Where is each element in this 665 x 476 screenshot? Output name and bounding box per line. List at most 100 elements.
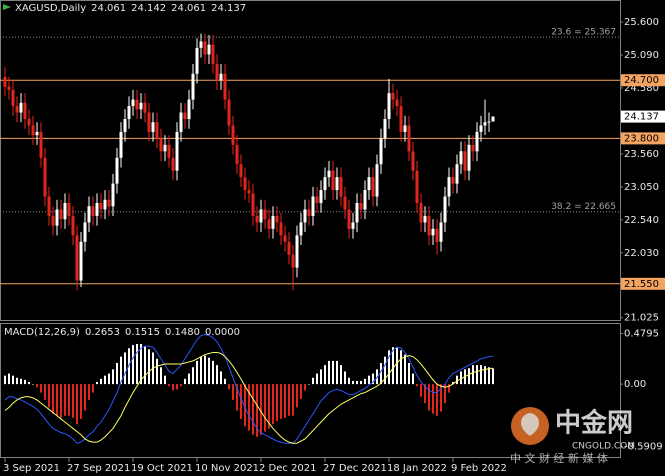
histogram-bar bbox=[208, 357, 210, 385]
histogram-bar bbox=[444, 384, 446, 404]
histogram-bar bbox=[424, 384, 426, 404]
candle-body bbox=[31, 125, 35, 136]
candle-body bbox=[75, 235, 79, 281]
histogram-bar bbox=[288, 384, 290, 416]
candle-body bbox=[63, 203, 67, 220]
candle-body bbox=[207, 44, 211, 55]
candle-body bbox=[35, 131, 39, 136]
candle-body bbox=[267, 219, 271, 229]
histogram-bar bbox=[44, 384, 46, 400]
candle-body bbox=[215, 64, 219, 81]
histogram-bar bbox=[380, 363, 382, 385]
candle-body bbox=[39, 131, 43, 158]
candle-body bbox=[463, 151, 467, 171]
histogram-bar bbox=[328, 360, 330, 385]
histogram-bar bbox=[440, 384, 442, 412]
histogram-bar bbox=[236, 384, 238, 411]
chart-header: XAGUSD,Daily 24.061 24.142 24.061 24.137 bbox=[15, 3, 246, 14]
candle-body bbox=[59, 209, 63, 220]
histogram-bar bbox=[300, 384, 302, 399]
histogram-bar bbox=[252, 384, 254, 435]
candle-body bbox=[307, 209, 311, 216]
candle-body bbox=[447, 177, 451, 197]
candle-body bbox=[451, 177, 455, 184]
candle-body bbox=[459, 151, 463, 165]
candle-body bbox=[323, 177, 327, 191]
candle-body bbox=[299, 222, 303, 236]
candle-body bbox=[203, 41, 207, 55]
histogram-bar bbox=[392, 347, 394, 385]
candle-body bbox=[99, 203, 103, 210]
histogram-bar bbox=[88, 384, 90, 400]
histogram-bar bbox=[316, 373, 318, 385]
chart-title: XAGUSD,Daily bbox=[15, 3, 86, 14]
candle-body bbox=[219, 73, 223, 81]
histogram-bar bbox=[488, 367, 490, 385]
histogram-bar bbox=[180, 384, 182, 387]
histogram-bar bbox=[228, 384, 230, 390]
y-tick-label: 25.600 bbox=[624, 17, 659, 28]
candle-body bbox=[199, 41, 203, 48]
candle-body bbox=[483, 122, 487, 126]
x-tick-label: 27 Dec 2021 bbox=[323, 463, 387, 474]
candle-body bbox=[163, 144, 167, 152]
histogram-bar bbox=[320, 369, 322, 385]
histogram-bar bbox=[304, 384, 306, 391]
candle-body bbox=[475, 131, 479, 152]
candle-body bbox=[399, 106, 403, 132]
histogram-bar bbox=[240, 384, 242, 419]
histogram-bar bbox=[448, 384, 450, 393]
histogram-bar bbox=[260, 384, 262, 435]
histogram-bar bbox=[8, 373, 10, 385]
histogram-bar bbox=[80, 384, 82, 419]
candle-body bbox=[83, 222, 87, 242]
level-label: 21.550 bbox=[624, 279, 659, 290]
histogram-bar bbox=[104, 375, 106, 385]
candle-body bbox=[255, 215, 259, 223]
histogram-bar bbox=[120, 356, 122, 385]
histogram-bar bbox=[192, 367, 194, 385]
candle-body bbox=[159, 138, 163, 152]
indicator-readout: 0.1515 bbox=[125, 327, 160, 338]
y-tick-label: 0.00 bbox=[624, 379, 646, 390]
histogram-bar bbox=[4, 375, 6, 385]
indicator-readout: 0.0000 bbox=[205, 327, 240, 338]
watermark-name: 中金网 bbox=[555, 408, 633, 439]
candle-body bbox=[119, 131, 123, 158]
watermark-tagline: 中 文 财 经 新 媒 体 bbox=[510, 451, 608, 465]
candle-body bbox=[247, 190, 251, 194]
histogram-bar bbox=[60, 384, 62, 418]
histogram-bar bbox=[368, 375, 370, 385]
candle-body bbox=[11, 89, 15, 107]
histogram-bar bbox=[400, 350, 402, 385]
histogram-bar bbox=[268, 384, 270, 429]
histogram-bar bbox=[416, 384, 418, 387]
histogram-bar bbox=[384, 356, 386, 385]
candle-body bbox=[291, 254, 295, 268]
candle-body bbox=[239, 164, 243, 178]
histogram-bar bbox=[460, 371, 462, 385]
x-tick-label: 3 Sep 2021 bbox=[3, 463, 60, 474]
y-tick-label: 22.540 bbox=[624, 215, 659, 226]
candle-body bbox=[287, 241, 291, 255]
candle-body bbox=[251, 193, 255, 216]
candle-body bbox=[55, 209, 59, 226]
histogram-bar bbox=[184, 378, 186, 385]
histogram-bar bbox=[32, 384, 34, 385]
histogram-bar bbox=[360, 380, 362, 385]
candle-body bbox=[235, 144, 239, 165]
candle-body bbox=[79, 241, 83, 281]
histogram-bar bbox=[124, 352, 126, 385]
macd-frame bbox=[0, 323, 621, 458]
candle-body bbox=[223, 73, 227, 100]
candle-body bbox=[123, 118, 127, 132]
histogram-bar bbox=[388, 350, 390, 385]
candle-body bbox=[455, 164, 459, 184]
candle-body bbox=[175, 131, 179, 171]
histogram-bar bbox=[224, 378, 226, 385]
symbol-icon bbox=[3, 4, 11, 10]
candle-body bbox=[431, 228, 435, 236]
level-box bbox=[621, 132, 665, 145]
histogram-bar bbox=[456, 375, 458, 385]
candle-body bbox=[19, 102, 23, 113]
